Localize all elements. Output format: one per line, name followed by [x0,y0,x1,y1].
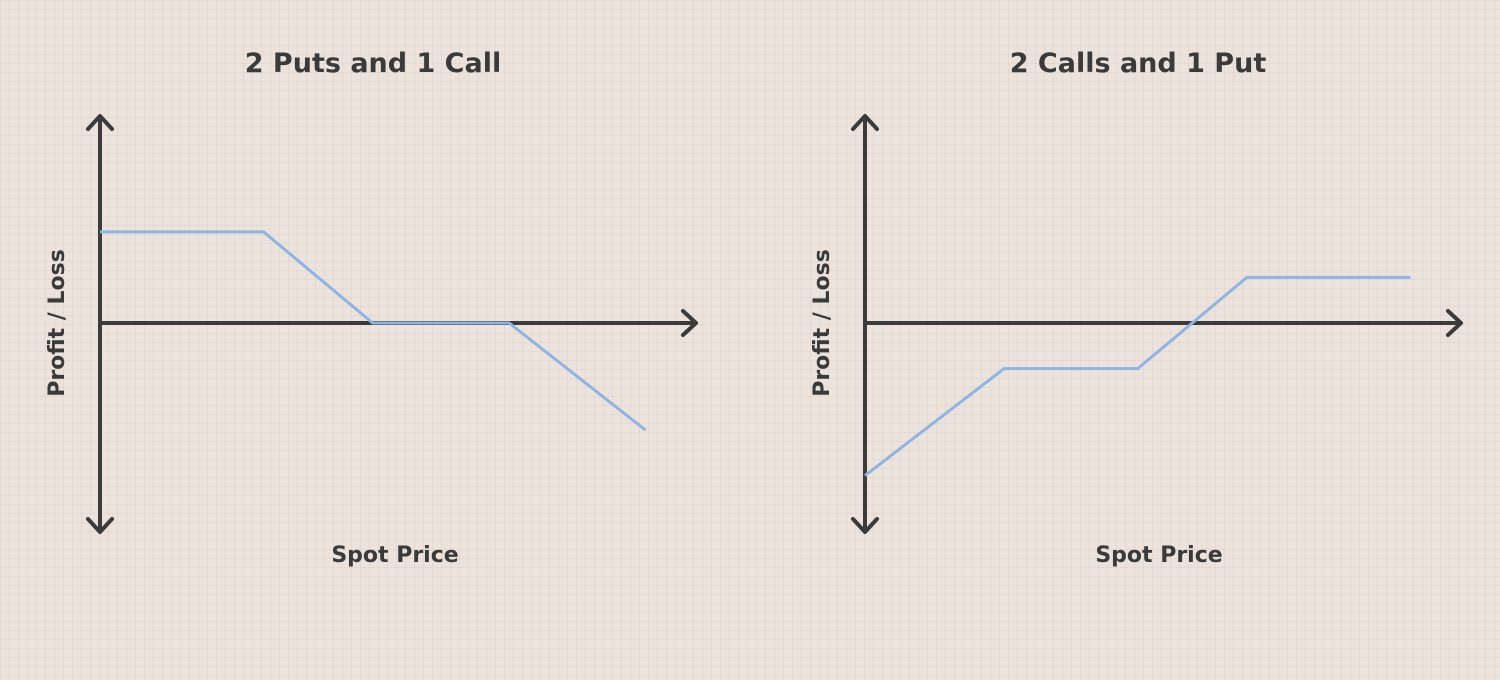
x-axis-label: Spot Price [331,543,458,568]
chart-panel-calls: 2 Calls and 1 Put Spot Price Profit / Lo… [810,48,1461,568]
payoff-line [865,277,1411,475]
y-axis-label: Profit / Loss [45,249,70,397]
x-axis-label: Spot Price [1095,543,1222,568]
payoff-line [100,232,646,430]
axes [853,116,1461,532]
chart-title: 2 Puts and 1 Call [245,48,501,79]
chart-title: 2 Calls and 1 Put [1010,48,1267,79]
y-axis-label: Profit / Loss [810,249,835,397]
chart-panel-puts: 2 Puts and 1 Call Spot Price Profit / Lo… [45,48,696,568]
